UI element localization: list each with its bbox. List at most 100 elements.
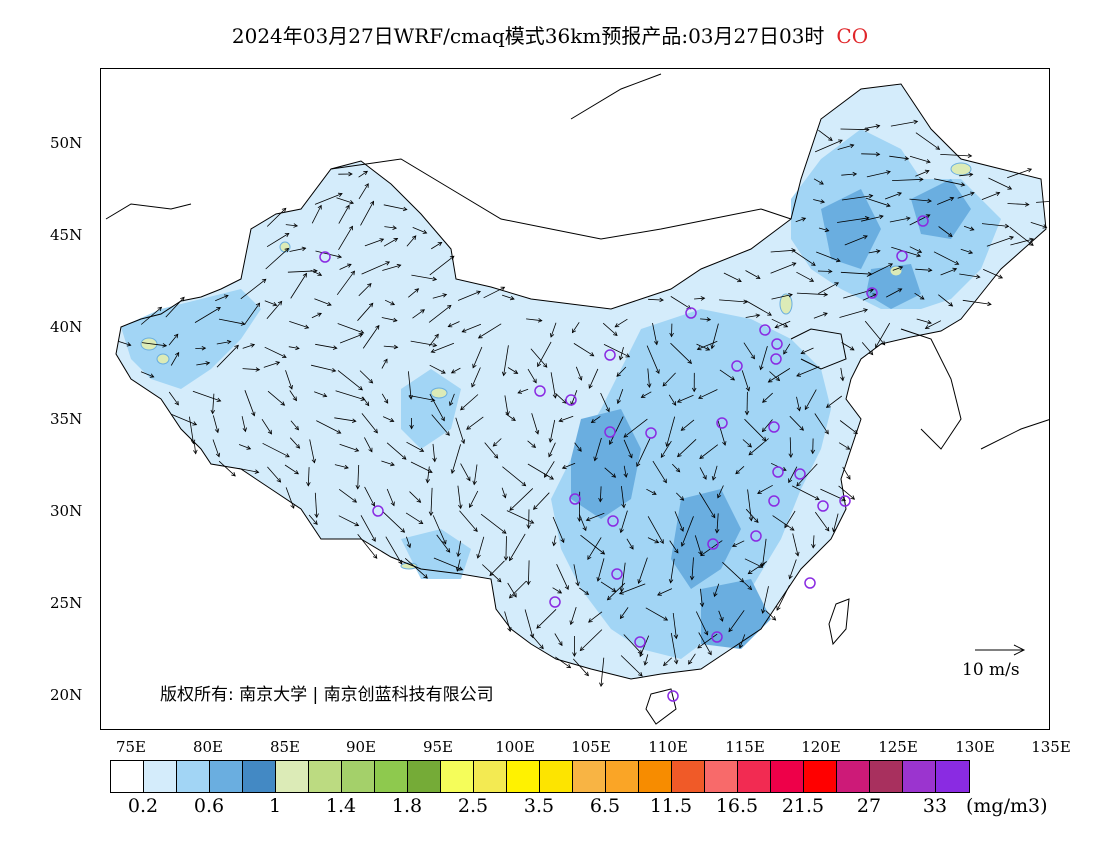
- station-marker[interactable]: [711, 631, 723, 643]
- wind-arrow: [668, 394, 677, 406]
- wind-arrow-head: [748, 450, 754, 456]
- wind-arrow: [674, 511, 684, 532]
- wind-arrow: [762, 419, 773, 432]
- wind-arrow-head: [875, 151, 881, 157]
- wind-arrow: [358, 170, 368, 178]
- colorbar-label: 0.6: [193, 795, 225, 817]
- station-marker[interactable]: [685, 307, 697, 319]
- wind-arrow: [866, 263, 893, 277]
- wind-arrow: [216, 341, 231, 345]
- wind-arrow: [892, 178, 923, 181]
- wind-arrow-head: [561, 464, 567, 470]
- wind-arrow-head: [442, 539, 447, 545]
- wind-arrow: [575, 366, 582, 381]
- wind-arrow: [868, 250, 880, 254]
- lon-label-125E: 125E: [878, 738, 918, 756]
- station-marker[interactable]: [866, 287, 878, 299]
- wind-arrow: [814, 511, 830, 532]
- wind-arrow-head: [450, 469, 456, 475]
- wind-arrow-head: [513, 369, 519, 374]
- wind-arrow-head: [489, 571, 494, 577]
- wind-arrow-head: [852, 171, 858, 177]
- wind-arrow: [833, 513, 839, 532]
- wind-arrow: [383, 204, 407, 210]
- wind-arrow: [621, 486, 625, 508]
- station-marker[interactable]: [750, 530, 762, 542]
- station-marker[interactable]: [804, 577, 816, 589]
- station-marker[interactable]: [604, 426, 616, 438]
- station-marker[interactable]: [634, 636, 646, 648]
- wind-arrow-head: [636, 462, 641, 468]
- wind-arrow-head: [904, 156, 910, 161]
- wind-arrow: [587, 537, 602, 560]
- colorbar-label: 27: [856, 795, 882, 817]
- station-marker[interactable]: [839, 495, 851, 507]
- wind-arrow: [762, 538, 767, 567]
- station-marker[interactable]: [534, 385, 546, 397]
- wind-arrow: [410, 340, 437, 346]
- station-marker[interactable]: [768, 421, 780, 433]
- wind-arrow: [473, 464, 478, 485]
- wind-arrow: [960, 248, 973, 254]
- wind-arrow-head: [401, 455, 407, 460]
- wind-arrow: [644, 654, 649, 666]
- station-marker[interactable]: [319, 251, 331, 263]
- station-marker[interactable]: [896, 250, 908, 262]
- wind-arrow: [866, 171, 891, 178]
- wind-arrow-head: [509, 506, 514, 511]
- wind-arrow: [406, 441, 424, 452]
- wind-arrow: [240, 278, 267, 300]
- station-marker[interactable]: [794, 468, 806, 480]
- station-marker[interactable]: [716, 417, 728, 429]
- wind-arrow-head: [659, 539, 664, 545]
- wind-arrow-head: [949, 196, 955, 202]
- station-marker[interactable]: [817, 500, 829, 512]
- wind-arrow-head: [646, 383, 652, 389]
- station-marker[interactable]: [372, 505, 384, 517]
- station-marker[interactable]: [611, 568, 623, 580]
- wind-arrow: [480, 513, 507, 534]
- wind-arrow-head: [637, 649, 643, 655]
- wind-arrow: [242, 344, 255, 349]
- wind-arrow-head: [599, 682, 604, 688]
- wind-arrow-head: [875, 343, 880, 349]
- station-marker[interactable]: [604, 349, 616, 361]
- wind-arrow-head: [750, 354, 755, 360]
- wind-arrow: [934, 178, 965, 186]
- wind-arrow: [289, 437, 300, 449]
- station-marker[interactable]: [645, 427, 657, 439]
- station-marker[interactable]: [772, 466, 784, 478]
- station-marker[interactable]: [607, 515, 619, 527]
- wind-arrow: [663, 657, 672, 666]
- wind-arrow: [263, 361, 280, 368]
- wind-arrow: [507, 582, 517, 598]
- wind-arrow-head: [619, 614, 625, 620]
- station-marker[interactable]: [707, 538, 719, 550]
- wind-arrow-head: [714, 529, 720, 534]
- lon-label-105E: 105E: [571, 738, 611, 756]
- wind-arrow-head: [458, 504, 463, 510]
- wind-arrow: [765, 610, 776, 621]
- wind-arrow-head: [441, 369, 446, 374]
- wind-arrow-head: [162, 343, 168, 348]
- station-marker[interactable]: [565, 394, 577, 406]
- station-marker[interactable]: [569, 493, 581, 505]
- station-marker[interactable]: [549, 596, 561, 608]
- station-marker[interactable]: [667, 690, 679, 702]
- wind-arrow: [840, 128, 869, 131]
- wind-arrow-head: [408, 395, 414, 400]
- station-marker[interactable]: [768, 495, 780, 507]
- colorbar-swatch: [342, 761, 375, 792]
- map-frame[interactable]: [100, 68, 1050, 730]
- station-marker[interactable]: [771, 338, 783, 350]
- wind-arrow-head: [473, 527, 478, 533]
- station-marker[interactable]: [731, 360, 743, 372]
- station-marker[interactable]: [759, 324, 771, 336]
- wind-arrow: [364, 437, 373, 452]
- station-marker[interactable]: [917, 215, 929, 227]
- wind-arrow-head: [537, 362, 542, 368]
- station-marker[interactable]: [770, 353, 782, 365]
- wind-arrow-head: [250, 343, 256, 348]
- wind-arrow-head: [571, 328, 577, 334]
- wind-arrow-head: [500, 286, 506, 291]
